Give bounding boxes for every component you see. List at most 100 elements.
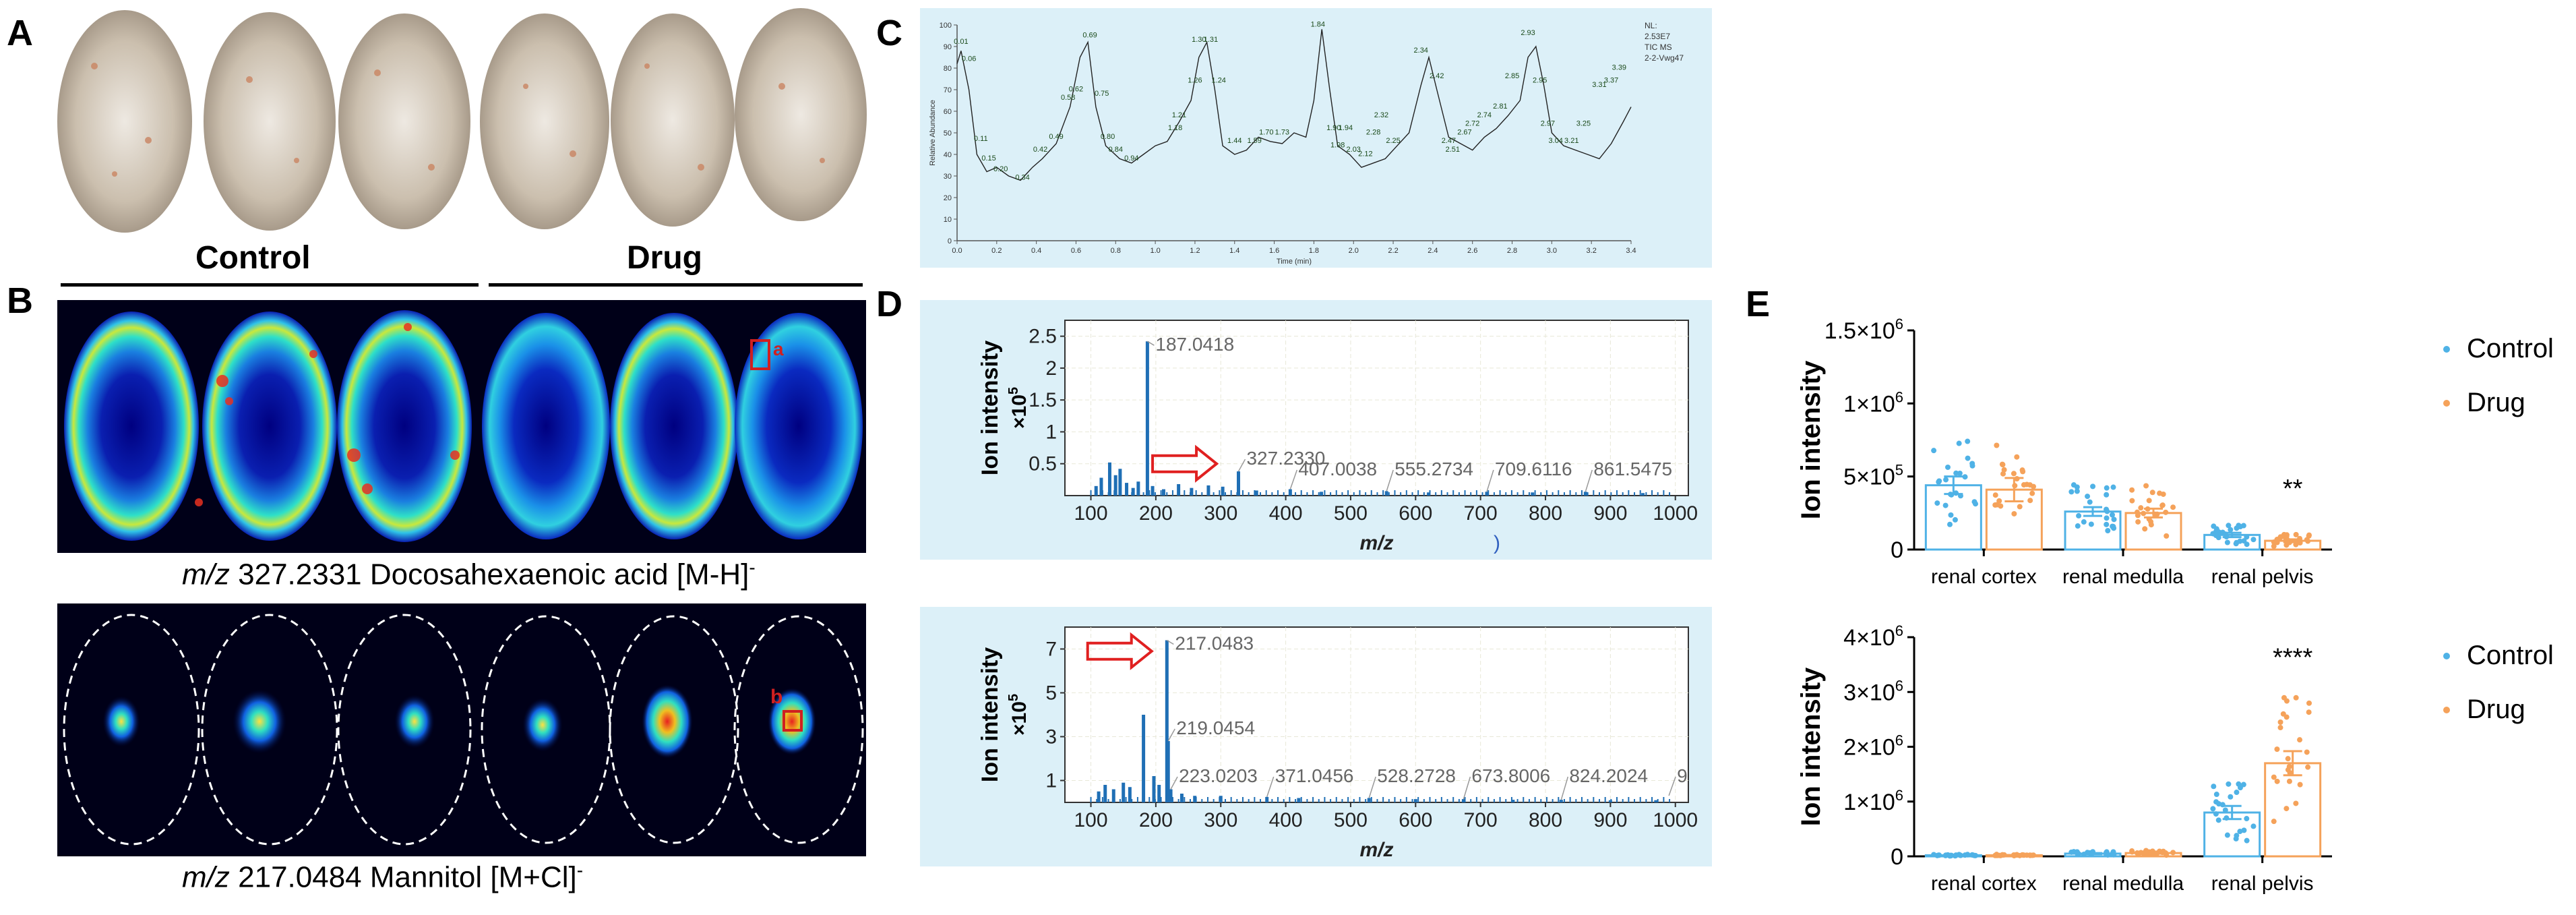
bar-data-point [2241,827,2247,833]
bar-category-label: renal cortex [1931,566,2037,588]
tic-peak-label: 1.44 [1227,137,1241,145]
bar-data-point [1992,492,1998,498]
tic-x-label: Time (min) [1277,258,1312,266]
spectrum-x-tick-label: 900 [1593,502,1627,525]
spectrum-label-leader [1668,776,1676,796]
bar-data-point [2226,781,2232,787]
spectrum-x-tick-label: 700 [1464,502,1498,525]
bar-data-point [2244,837,2250,844]
spectrum-label-leader [1147,341,1155,346]
bar-data-point [2111,851,2117,857]
bar-data-point [2306,700,2312,706]
spectrum-peak-label: 223.0203 [1179,765,1258,786]
mass-spectrum-mannitol: 100 200 300 400 500 600 700 800 900 1000 1 3 5 7 217.0… [920,607,1712,866]
bar-data-point [2076,851,2082,857]
drug-bracket-line [489,283,863,287]
bar-data-point [2240,523,2246,529]
legend-marker-control [2443,653,2450,659]
msi-section-2 [202,312,337,541]
bar-data-point [1957,493,1963,499]
bar-data-point [1944,464,1951,470]
legend-label-control: Control [2467,641,2554,670]
spectrum-peak-label: 709.6116 [1495,459,1572,479]
tic-peak-label: 0.34 [1015,174,1029,182]
bar-data-point [2170,504,2176,510]
tic-y-tick-label: 50 [944,129,952,138]
bar-data-point [2087,499,2093,505]
tic-x-tick-label: 3.2 [1587,247,1597,255]
spectrum-y-tick-label: 0.5 [1029,453,1057,475]
bar-data-point [2129,849,2135,855]
bar-data-point [2075,523,2081,529]
tic-peak-label: 2.34 [1414,47,1428,55]
bar-data-point [2164,533,2170,539]
bar-data-point [1998,503,2004,509]
bar-data-point [1936,478,1942,484]
tic-x-tick-label: 1.2 [1190,247,1200,255]
tic-trace [956,29,1632,181]
tic-peak-label: 1.59 [1247,137,1261,145]
tic-peak-label: 0.06 [962,55,976,63]
tic-y-tick-label: 80 [944,65,952,73]
bar-data-point [2145,506,2151,512]
tic-y-tick-label: 0 [948,237,952,245]
bar-category-label: renal pelvis [2211,566,2314,588]
bar-data-point [2287,539,2293,545]
bar-data-point [1953,490,1959,496]
bar-data-point [2142,526,2148,532]
tic-peak-label: 3.37 [1604,77,1618,85]
spectrum-x-tick-label: 600 [1399,809,1432,831]
tic-peak-label: 0.69 [1082,31,1097,39]
bar-data-point [2210,806,2216,812]
tic-peak-label: 0.62 [1069,85,1083,93]
legend-marker-control [2443,346,2450,353]
mannitol-outline-2 [201,614,338,846]
bar-data-point [1999,461,2005,467]
optical-section-4 [480,13,609,229]
spectrum-x-tick-label: 1000 [1653,809,1698,831]
bar-data-point [2104,521,2110,527]
tic-peak-label: 1.30 [1192,36,1206,44]
bar-data-point [2305,538,2311,544]
spectrum-y-tick-label: 2.5 [1029,326,1057,348]
mannitol-outline-5 [609,615,739,844]
bar-data-point [2234,790,2240,796]
bar-data-point [2164,852,2170,858]
tic-peak-label: 3.31 [1592,81,1606,89]
bar-data-point [2222,807,2228,813]
spectrum-peak-label: 9 [1677,765,1688,786]
spectrum-x-label: m/z [1359,839,1393,861]
bar-data-point [2224,539,2230,545]
bar-chart-mannitol: 0 1×106 2×106 3×106 4×106 Ion intensity renal … [1796,622,2554,895]
bar-category-label: renal medulla [2062,873,2184,895]
bar-y-tick-label: 5×105 [1843,462,1903,490]
bar-data-point [2149,848,2155,854]
bar-data-point [1992,852,1998,858]
bar-data-point [2111,516,2117,523]
tic-peak-label: 0.94 [1124,154,1138,163]
tic-peak-label: 3.39 [1612,63,1626,71]
tic-y-tick-label: 10 [944,216,952,224]
tic-header-text: 2.53E7 [1645,32,1670,41]
tic-x-tick-label: 2.2 [1388,247,1398,255]
tic-x-tick-label: 1.4 [1229,247,1239,255]
bar-data-point [2271,774,2277,780]
bar-y-tick-label: 4×106 [1843,622,1903,651]
bar-data-point [2306,709,2312,715]
bar-data-point [2076,512,2082,519]
bar-data-point [1947,492,1953,498]
tic-peak-label: 3.21 [1564,137,1578,145]
bar-y-label-group: Ion intensity [1796,360,1826,519]
bar-data-point [1942,852,1949,858]
tic-peak-label: 2.12 [1358,150,1372,158]
bar-y-tick-label: 0 [1891,537,1903,563]
legend-label-drug: Drug [2467,695,2525,724]
bar-data-point [2105,527,2111,533]
spectrum-stray-mark: ) [1494,532,1500,554]
tic-x-tick-label: 1.0 [1150,247,1160,255]
tic-peak-label: 2.67 [1457,128,1471,136]
bar-data-point [2306,533,2312,539]
tic-peak-label: 1.26 [1188,77,1202,85]
bar-data-point [2228,794,2234,800]
bar-data-point [2224,815,2230,821]
